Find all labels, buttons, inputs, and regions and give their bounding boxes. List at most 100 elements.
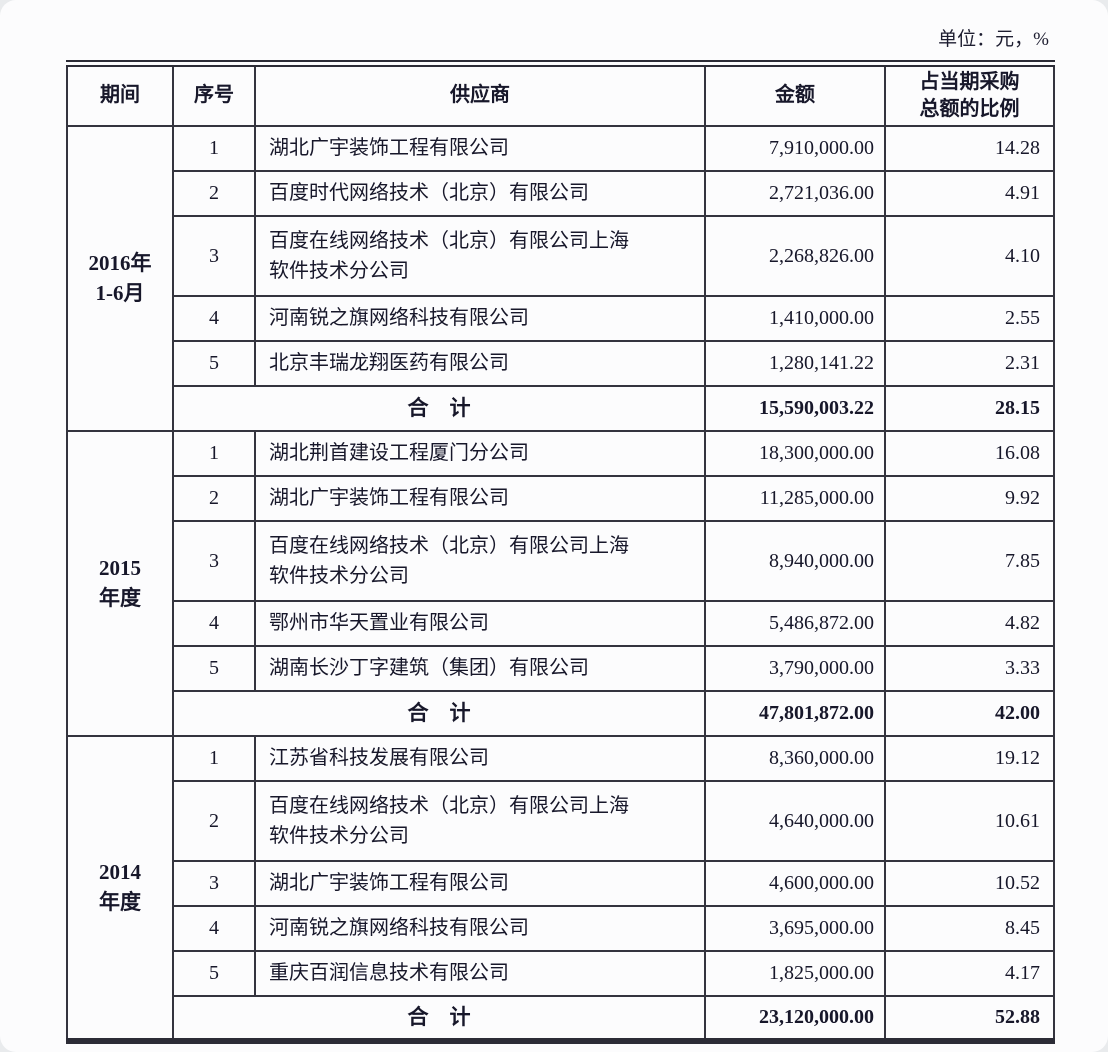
period-line: 2015: [99, 556, 141, 580]
header-supplier: 供应商: [254, 62, 706, 127]
ratio-cell: 4.91: [884, 169, 1055, 217]
period-line: 年度: [99, 586, 141, 610]
supplier-cell: 湖南长沙丁字建筑（集团）有限公司: [254, 644, 706, 692]
ratio-cell: 7.85: [884, 519, 1055, 602]
index-cell: 2: [172, 169, 256, 217]
period-line: 年度: [99, 890, 141, 914]
ratio-cell: 4.17: [884, 949, 1055, 997]
unit-label: 单位：元，%: [938, 29, 1049, 50]
total-row: 合 计 47,801,872.00 42.00: [67, 689, 1055, 737]
total-label: 合 计: [172, 689, 706, 737]
amount-cell: 3,790,000.00: [704, 644, 886, 692]
index-cell: 4: [172, 599, 256, 647]
ratio-cell: 10.52: [884, 859, 1055, 907]
header-ratio-line2: 总额的比例: [919, 97, 1020, 120]
table-row: 2 百度时代网络技术（北京）有限公司 2,721,036.00 4.91: [67, 169, 1055, 217]
supplier-cell: 湖北荆首建设工程厦门分公司: [254, 429, 706, 477]
amount-cell: 18,300,000.00: [704, 429, 886, 477]
table-row: 2014 年度 1 江苏省科技发展有限公司 8,360,000.00 19.12: [66, 734, 1055, 1042]
supplier-cell: 百度在线网络技术（北京）有限公司上海 软件技术分公司: [254, 779, 706, 862]
total-label: 合 计: [172, 384, 706, 432]
supplier-cell: 河南锐之旗网络科技有限公司: [254, 904, 706, 952]
total-label: 合 计: [172, 994, 706, 1042]
supplier-cell: 湖北广宇装饰工程有限公司: [254, 859, 706, 907]
table-header: 期间 序号 供应商 金额 占当期采购 总额的比例: [66, 62, 1055, 127]
period-cell: 2016年 1-6月: [66, 124, 174, 432]
index-cell: 2: [172, 474, 256, 522]
supplier-cell: 百度在线网络技术（北京）有限公司上海 软件技术分公司: [254, 214, 706, 297]
ratio-cell: 2.31: [884, 339, 1055, 387]
ratio-cell: 10.61: [884, 779, 1055, 862]
supplier-cell: 重庆百润信息技术有限公司: [254, 949, 706, 997]
total-ratio: 52.88: [884, 994, 1055, 1042]
table-row: 2015 年度 1 湖北荆首建设工程厦门分公司 18,300,000.00 16.08: [66, 429, 1055, 737]
amount-cell: 4,600,000.00: [704, 859, 886, 907]
header-ratio-line1: 占当期采购: [919, 70, 1020, 93]
index-cell: 4: [172, 904, 256, 952]
table-row: 5 北京丰瑞龙翔医药有限公司 1,280,141.22 2.31: [67, 339, 1055, 387]
header-period: 期间: [66, 62, 174, 127]
total-amount: 23,120,000.00: [704, 994, 886, 1042]
total-amount: 15,590,003.22: [704, 384, 886, 432]
ratio-cell: 19.12: [884, 734, 1055, 782]
table-row: 3 百度在线网络技术（北京）有限公司上海 软件技术分公司 8,940,000.00 7…: [67, 519, 1055, 602]
period-cell: 2014 年度: [66, 734, 174, 1042]
table-row: 3 百度在线网络技术（北京）有限公司上海 软件技术分公司 2,268,826.00 4…: [67, 214, 1055, 297]
index-cell: 5: [172, 644, 256, 692]
amount-cell: 2,268,826.00: [704, 214, 886, 297]
ratio-cell: 14.28: [884, 124, 1055, 172]
amount-cell: 2,721,036.00: [704, 169, 886, 217]
total-ratio: 42.00: [884, 689, 1055, 737]
header-ratio: 占当期采购 总额的比例: [884, 62, 1055, 127]
ratio-cell: 2.55: [884, 294, 1055, 342]
index-cell: 1: [172, 429, 256, 477]
supplier-cell: 鄂州市华天置业有限公司: [254, 599, 706, 647]
total-row: 合 计 23,120,000.00 52.88: [67, 994, 1055, 1042]
total-row: 合 计 15,590,003.22 28.15: [67, 384, 1055, 432]
supplier-cell: 百度在线网络技术（北京）有限公司上海 软件技术分公司: [254, 519, 706, 602]
table-body: 2016年 1-6月 1 湖北广宇装饰工程有限公司 7,910,000.00 14.28 2…: [66, 124, 1055, 1042]
supplier-cell: 湖北广宇装饰工程有限公司: [254, 474, 706, 522]
ratio-cell: 16.08: [884, 429, 1055, 477]
amount-cell: 8,940,000.00: [704, 519, 886, 602]
ratio-cell: 9.92: [884, 474, 1055, 522]
table-row: 3 湖北广宇装饰工程有限公司 4,600,000.00 10.52: [67, 859, 1055, 907]
ratio-cell: 4.10: [884, 214, 1055, 297]
header-amount: 金额: [704, 62, 886, 127]
index-cell: 5: [172, 339, 256, 387]
amount-cell: 1,825,000.00: [704, 949, 886, 997]
ratio-cell: 8.45: [884, 904, 1055, 952]
index-cell: 3: [172, 519, 256, 602]
total-ratio: 28.15: [884, 384, 1055, 432]
period-cell: 2015 年度: [66, 429, 174, 737]
period-line: 2016年: [88, 251, 152, 275]
supplier-cell: 湖北广宇装饰工程有限公司: [254, 124, 706, 172]
table-row: 2 湖北广宇装饰工程有限公司 11,285,000.00 9.92: [67, 474, 1055, 522]
header-row: 期间 序号 供应商 金额 占当期采购 总额的比例: [66, 62, 1055, 127]
table-row: 2016年 1-6月 1 湖北广宇装饰工程有限公司 7,910,000.00 14.28: [66, 124, 1055, 432]
table-row: 5 湖南长沙丁字建筑（集团）有限公司 3,790,000.00 3.33: [67, 644, 1055, 692]
index-cell: 3: [172, 214, 256, 297]
index-cell: 3: [172, 859, 256, 907]
table-row: 4 河南锐之旗网络科技有限公司 1,410,000.00 2.55: [67, 294, 1055, 342]
total-amount: 47,801,872.00: [704, 689, 886, 737]
index-cell: 1: [172, 734, 256, 782]
amount-cell: 4,640,000.00: [704, 779, 886, 862]
header-index: 序号: [172, 62, 256, 127]
period-line: 2014: [99, 860, 141, 884]
supplier-cell: 北京丰瑞龙翔医药有限公司: [254, 339, 706, 387]
amount-cell: 8,360,000.00: [704, 734, 886, 782]
table-row: 5 重庆百润信息技术有限公司 1,825,000.00 4.17: [67, 949, 1055, 997]
index-cell: 4: [172, 294, 256, 342]
ratio-cell: 3.33: [884, 644, 1055, 692]
amount-cell: 5,486,872.00: [704, 599, 886, 647]
ratio-cell: 4.82: [884, 599, 1055, 647]
period-line: 1-6月: [95, 281, 145, 305]
index-cell: 5: [172, 949, 256, 997]
table-row: 2 百度在线网络技术（北京）有限公司上海 软件技术分公司 4,640,000.00 1…: [67, 779, 1055, 862]
amount-cell: 1,280,141.22: [704, 339, 886, 387]
index-cell: 2: [172, 779, 256, 862]
amount-cell: 1,410,000.00: [704, 294, 886, 342]
